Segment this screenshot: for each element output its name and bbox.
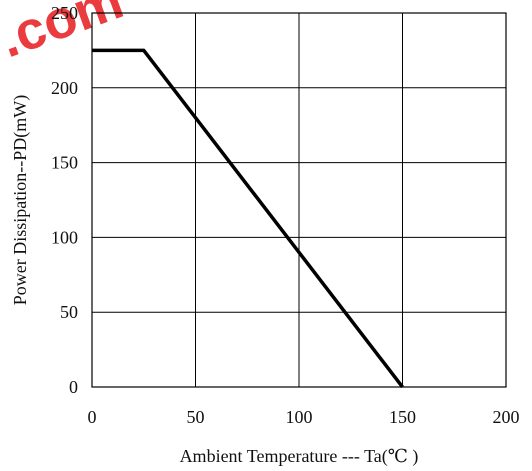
y-tick-label: 100 xyxy=(51,227,78,247)
x-axis-title: Ambient Temperature --- Ta(℃ ) xyxy=(180,446,419,467)
series-layer xyxy=(92,48,404,389)
x-tick-label: 0 xyxy=(88,407,97,427)
y-axis-title: Power Dissipation--PD(mW) xyxy=(10,95,31,305)
grid-lines xyxy=(92,13,506,387)
y-axis-ticks: 0 50 100 150 200 250 xyxy=(51,3,78,397)
y-tick-label: 250 xyxy=(51,3,78,23)
y-tick-label: 150 xyxy=(51,153,78,173)
x-axis-ticks: 0 50 100 150 200 xyxy=(88,407,520,427)
y-tick-label: 50 xyxy=(60,302,78,322)
x-tick-label: 100 xyxy=(286,407,313,427)
x-tick-label: 200 xyxy=(493,407,520,427)
x-tick-label: 50 xyxy=(187,407,205,427)
y-tick-label: 0 xyxy=(69,377,78,397)
series-line-0 xyxy=(92,48,404,389)
x-tick-label: 150 xyxy=(389,407,416,427)
y-tick-label: 200 xyxy=(51,78,78,98)
